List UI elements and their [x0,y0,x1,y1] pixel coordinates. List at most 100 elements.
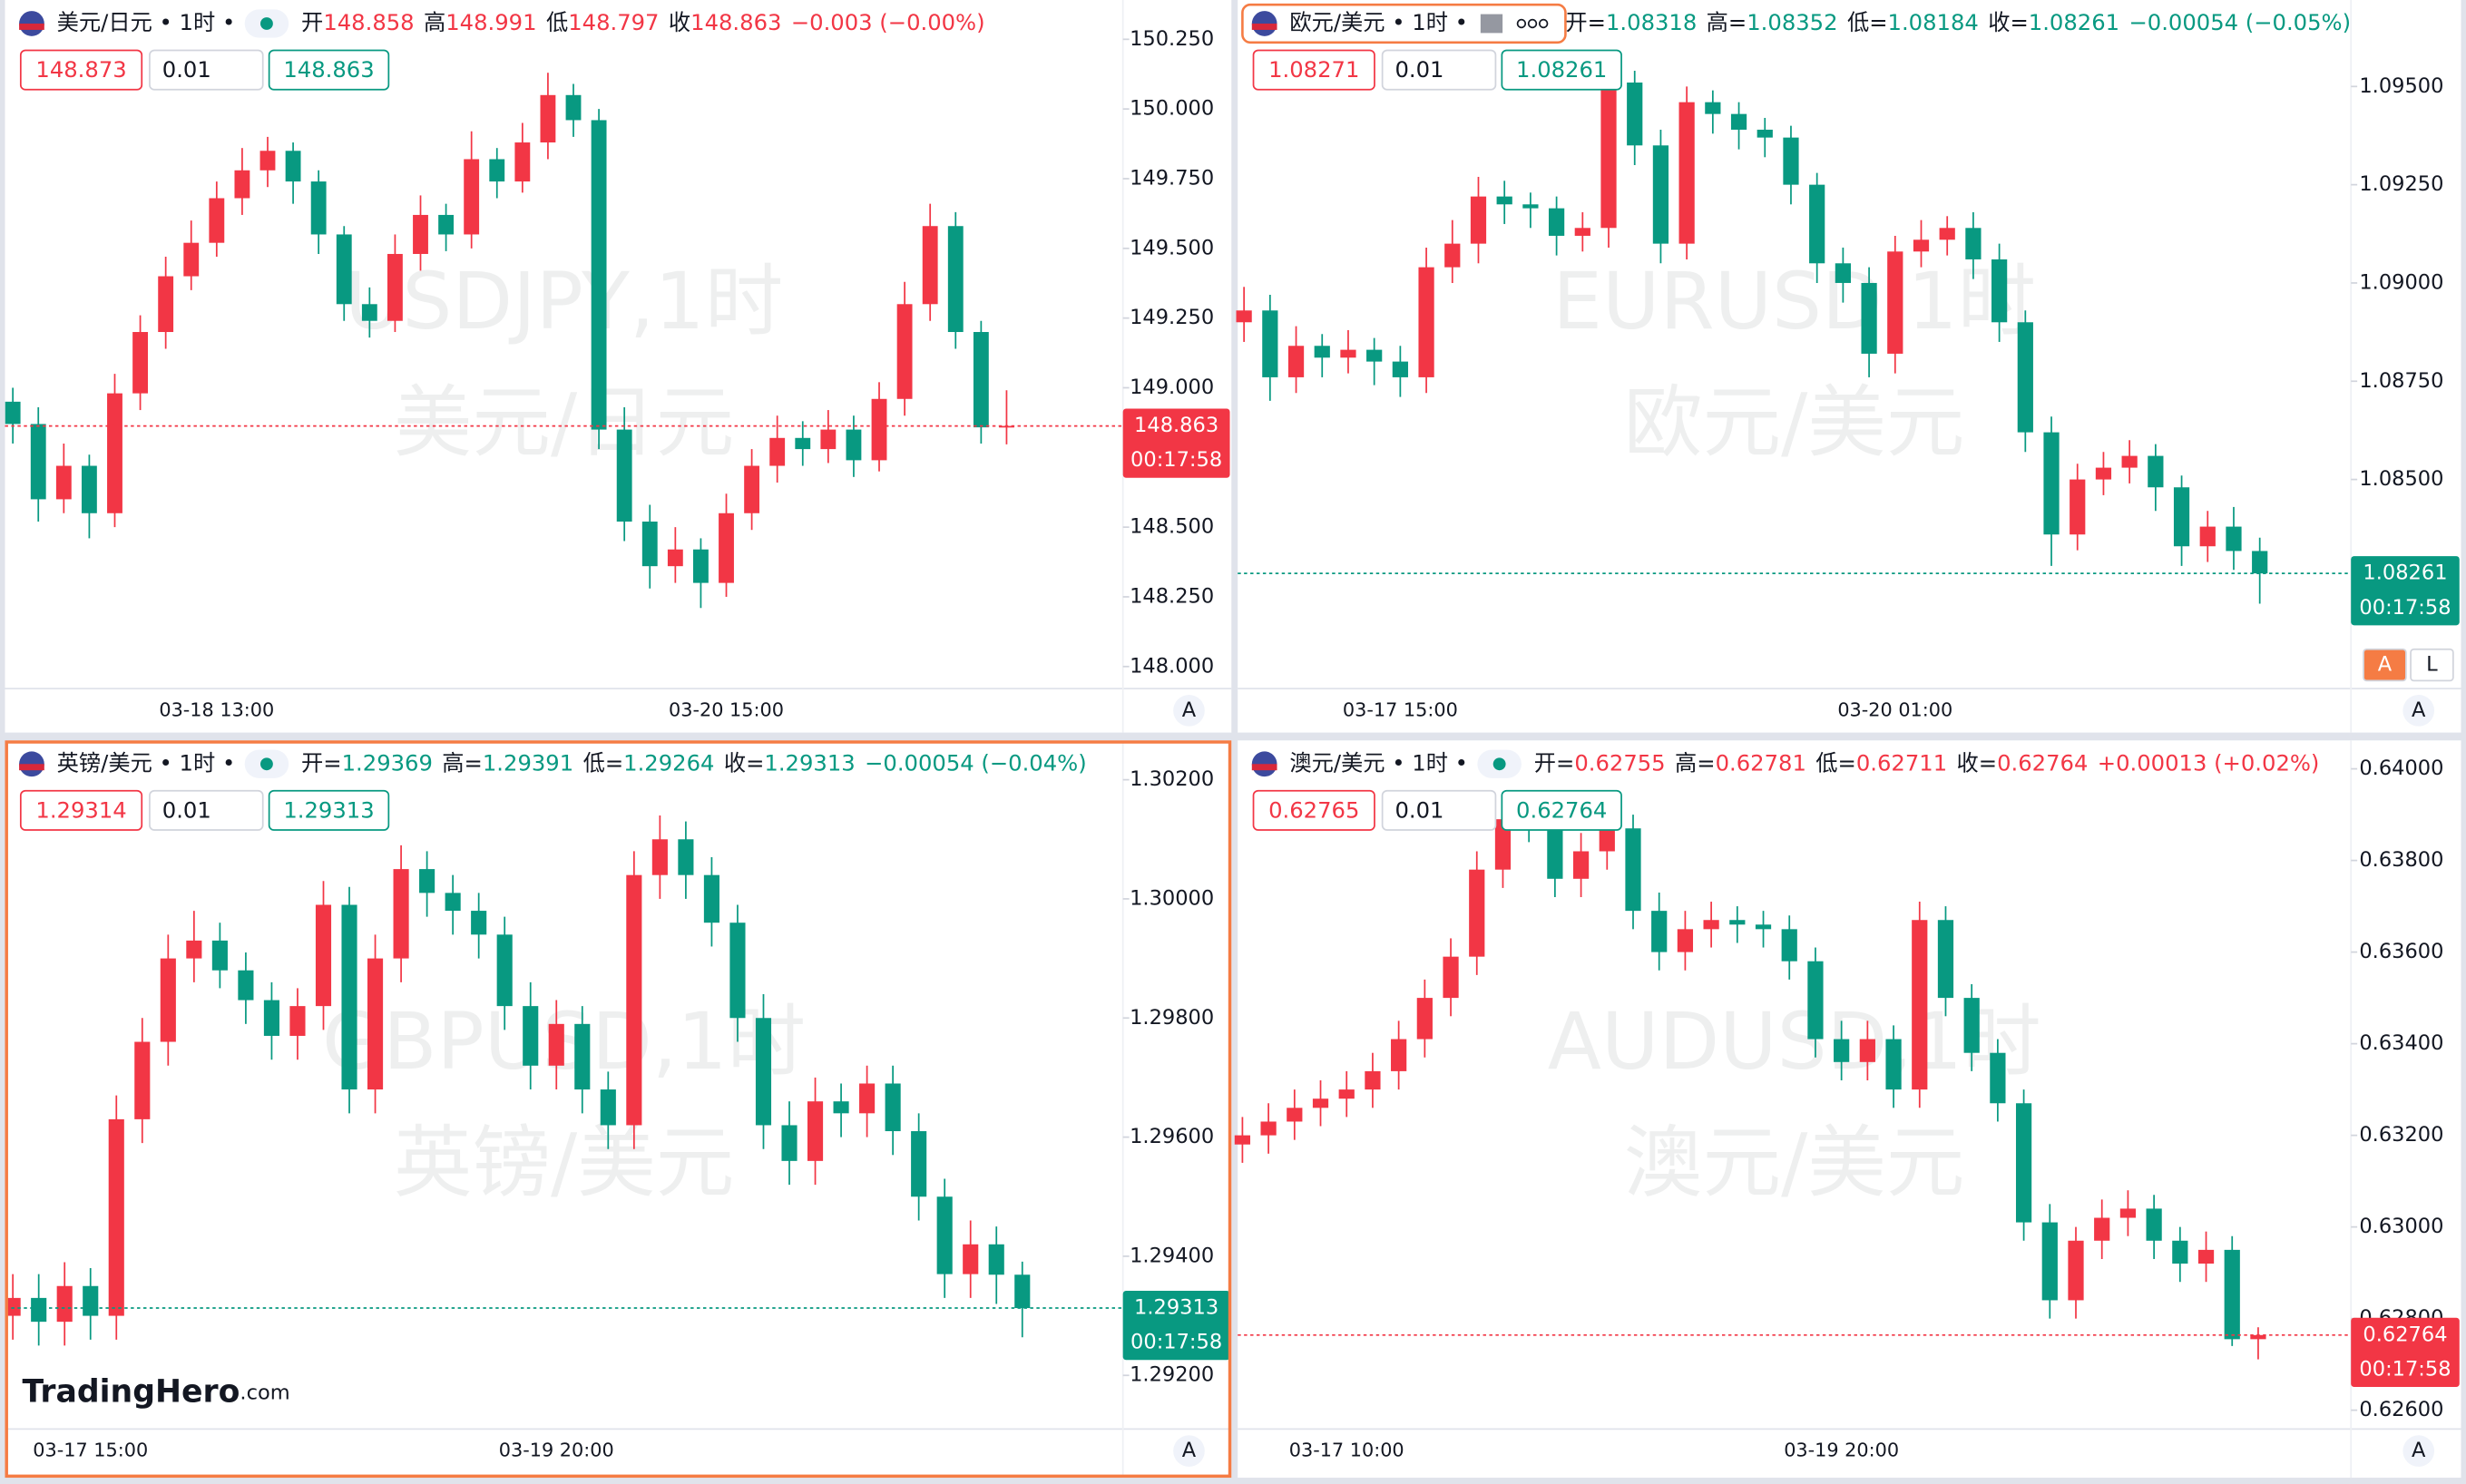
brand-suffix: .com [240,1381,289,1404]
watermark: 澳元/美元 [1624,1118,1965,1209]
header: 澳元/美元 • 1时 • [1289,749,1468,776]
candle-body [2148,455,2164,488]
lot-box [1381,49,1497,91]
candle-body [1937,920,1954,999]
candle-body [565,94,582,121]
countdown: 00:17:58 [2359,1357,2451,1381]
candle-body [922,226,938,305]
candle-body [1574,228,1590,236]
candle-body [2224,1249,2240,1340]
ohlc-label: 低= [1815,749,1856,776]
candle-body [1677,929,1694,952]
ohlc-value: 0.62764 [1997,749,2088,776]
scale-button: L [2426,653,2438,677]
y-tick-label: 1.09500 [2359,74,2443,98]
lot-box [1381,789,1497,831]
candle-body [211,940,228,971]
status-dot [260,17,273,30]
candle-body [1783,137,1799,185]
ohlc-label: 高 [424,9,445,35]
candle-body [693,549,709,583]
candle-body [5,401,21,425]
candle-body [616,429,632,522]
candle-body [387,253,403,321]
candle-body [419,869,435,893]
candle-body [209,198,225,243]
y-tick-label: 1.08750 [2359,369,2443,393]
candle-body [1651,911,1668,952]
watermark: USDJPY,1时 [345,257,783,347]
ohlc-label: 收= [724,749,765,776]
flag-icon [19,11,44,36]
candle-body [1990,1052,2006,1104]
icon-flag [1480,14,1503,34]
candle-body [1912,920,1928,1090]
candle-body [755,1018,772,1126]
candle-body [2043,432,2060,535]
ask: 1.08271 [1268,56,1359,83]
candle-body [336,234,352,305]
candle-body [514,142,531,182]
ohlc-label: 高= [442,749,483,776]
candle-body [1859,1039,1875,1062]
candle-body [83,1285,99,1316]
y-tick-label: 148.000 [1130,654,1214,678]
y-tick-label: 1.09250 [2359,172,2443,196]
candle-body [1262,310,1278,377]
candle-body [31,1297,47,1323]
change: −0.00054 (−0.04%) [865,749,1087,776]
candle-body [1287,1108,1303,1122]
candle-body [2068,1240,2084,1301]
ohlc-value: 1.29313 [764,749,855,776]
lot-box [149,789,264,831]
candle-body [781,1125,798,1161]
y-tick-label: 149.000 [1130,376,1214,399]
candle-body [238,970,254,1001]
candle-body [859,1083,876,1114]
ohlc-label: 开= [1565,9,1606,35]
candle-body [310,181,327,235]
candle-body [2173,487,2190,547]
price-label: 1.29313 [1134,1296,1218,1320]
candle-body [1234,1135,1251,1145]
price-label: 148.863 [1134,414,1218,437]
candle-body [2199,526,2216,547]
price-label-bg [2351,556,2460,626]
auto-button-bg [1173,1435,1205,1467]
ohlc-value: 1.08352 [1747,9,1837,35]
candle-body [548,1023,564,1066]
candle-body [234,170,250,199]
candle-body [81,465,97,513]
bid: 1.08261 [1516,56,1607,83]
candle-body [2119,1208,2137,1218]
candle-body [160,958,176,1042]
candle-body [1991,259,2008,323]
candle-body [1236,310,1252,323]
ohlc-label: 收 [669,9,690,35]
candle-body [186,940,202,959]
panel [1238,0,2461,733]
candle-body [393,869,409,959]
candle-body [1444,243,1461,268]
ohlc: 开=1.29369 高=1.29391 低=1.29264 收=1.29313 −0.0… [301,749,1087,776]
candle-body [1757,129,1773,138]
candle-body [651,839,668,875]
candle-body [641,521,658,567]
ask: 1.29314 [35,796,126,823]
candle-body [1314,346,1330,358]
candle-body [413,214,428,254]
bid: 0.62764 [1516,796,1607,823]
lot: 0.01 [162,56,211,83]
candle-body [1391,1039,1407,1071]
candle-body [2121,455,2138,468]
header: 英镑/美元 • 1时 • [57,749,236,776]
candle-body [1365,1070,1381,1090]
panel [5,740,1232,1479]
symbol-box [1241,3,1567,44]
candle-body [1338,1089,1355,1099]
y-tick-label: 1.08500 [2359,467,2443,491]
ohlc-label: 高= [1675,749,1716,776]
bid-box [268,49,390,91]
candle-body [1366,349,1383,362]
